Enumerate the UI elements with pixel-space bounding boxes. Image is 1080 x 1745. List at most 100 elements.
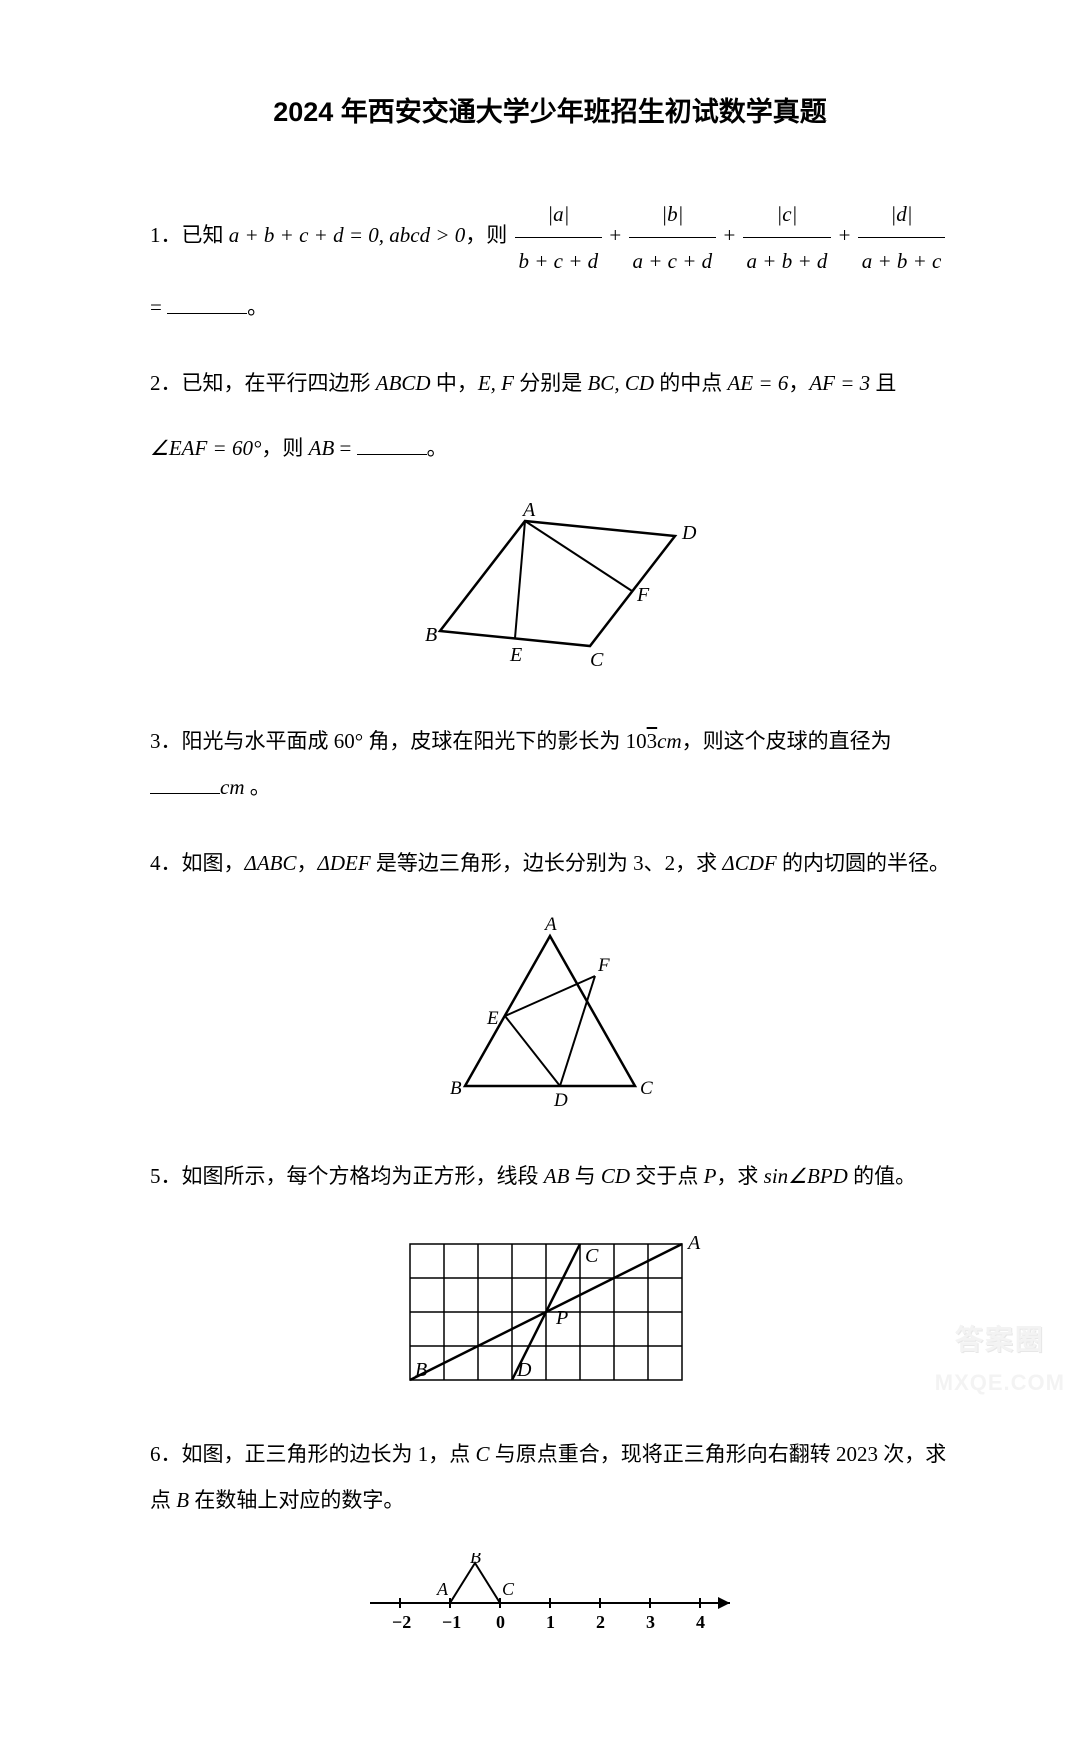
tick-label: 0 [496,1612,505,1632]
text: 如图所示，每个方格均为正方形，线段 [182,1164,544,1188]
period: 。 [247,295,268,319]
text: 角，皮球在阳光下的影长为 [363,729,626,753]
line-DE [505,1016,560,1086]
figure-6: −2 −1 0 1 2 3 4 A B C [150,1553,950,1655]
problem-number: 3． [150,729,182,753]
label-C: C [502,1579,515,1599]
numerator: |a| [515,191,603,238]
label-A: A [436,1579,449,1599]
label-D: D [553,1090,568,1111]
label-F: F [636,584,650,606]
text: 已知 [182,223,229,247]
text: 分别是 [514,371,588,395]
text: 中， [431,371,478,395]
figure-2: A B C D E F [150,501,950,688]
problem-1: 1．已知 a + b + c + d = 0, abcd > 0，则 |a|b … [150,191,950,331]
text: 在数轴上对应的数字。 [189,1488,404,1512]
triangle [450,1563,500,1603]
plus-sign: + [609,223,621,247]
label-A: A [521,501,536,521]
fraction-2: |b|a + c + d [629,191,717,284]
math: E, F [478,371,514,395]
label-B: B [470,1553,481,1567]
text: 的中点 [654,371,728,395]
text: ，则 [465,223,512,247]
math: sin∠BPD [764,1164,848,1188]
problem-number: 6． [150,1442,182,1466]
math: CD [601,1164,630,1188]
label-C: C [590,649,604,671]
label-B: B [425,624,437,646]
label-E: E [509,644,522,666]
denominator: a + b + d [743,238,832,284]
line-AE [515,521,525,638]
answer-blank [357,434,427,455]
text: 如图，正三角形的边长为 1，点 [182,1442,476,1466]
tick-label: 2 [596,1612,605,1632]
math: ΔCDF [722,851,776,875]
label-C: C [585,1245,599,1267]
text: 如图， [182,851,245,875]
problem-number: 1． [150,223,182,247]
numerator: |b| [629,191,717,238]
watermark-bottom: MXQE.COM [935,1364,1065,1401]
problem-6: 6．如图，正三角形的边长为 1，点 C 与原点重合，现将正三角形向右翻转 202… [150,1431,950,1523]
tick-label: 4 [696,1612,705,1632]
math: AF = 3 [809,371,870,395]
problem-4: 4．如图，ΔABC，ΔDEF 是等边三角形，边长分别为 3、2，求 ΔCDF 的… [150,840,950,886]
math: P [704,1164,717,1188]
period: 。 [427,436,448,460]
denominator: a + b + c [858,238,946,284]
label-B: B [415,1359,427,1381]
text: 已知，在平行四边形 [182,371,376,395]
text: ，则 [261,436,308,460]
label-D: D [681,522,697,544]
problem-3: 3．阳光与水平面成 60° 角，皮球在阳光下的影长为 103cm，则这个皮球的直… [150,718,950,810]
text: 是等边三角形，边长分别为 3、2，求 [371,851,723,875]
label-A: A [543,916,557,935]
arrow-head [718,1597,730,1609]
math: ∠EAF = 60° [150,436,261,460]
unit: cm [220,775,245,799]
fraction-1: |a|b + c + d [515,191,603,284]
math: AB [309,436,335,460]
math: ΔABC [245,851,297,875]
line-FD [560,976,595,1086]
label-D: D [516,1359,532,1381]
math: AE = 6 [728,371,789,395]
tick-label: 1 [546,1612,555,1632]
text: 的内切圆的半径。 [777,851,950,875]
number-line-diagram: −2 −1 0 1 2 3 4 A B C [350,1553,750,1643]
grid-diagram: A B C D P [380,1229,720,1389]
watermark: 答案圈 MXQE.COM [935,1316,1065,1401]
math: B [176,1488,189,1512]
figure-5: A B C D P [150,1229,950,1401]
problem-2: 2．已知，在平行四边形 ABCD 中，E, F 分别是 BC, CD 的中点 A… [150,360,950,470]
math: C [476,1442,490,1466]
math: ΔDEF [318,851,371,875]
answer-blank [167,293,247,314]
problem-number: 2． [150,371,182,395]
label-C: C [640,1078,653,1099]
text: ，求 [716,1164,763,1188]
numerator: |c| [743,191,832,238]
fraction-4: |d|a + b + c [858,191,946,284]
problem-number: 5． [150,1164,182,1188]
math: 103 [626,729,658,753]
numerator: |d| [858,191,946,238]
denominator: a + c + d [629,238,717,284]
label-B: B [450,1078,462,1099]
label-P: P [555,1307,568,1329]
text: ，则这个皮球的直径为 [682,729,892,753]
text: ， [788,371,809,395]
line-EF [505,976,595,1016]
problem-number: 4． [150,851,182,875]
denominator: b + c + d [515,238,603,284]
tick-label: −2 [392,1612,411,1632]
label-E: E [486,1008,499,1029]
math: ABCD [376,371,431,395]
equals-sign: = [334,436,356,460]
equals-sign: = [150,295,162,319]
line-AF [525,521,632,591]
text: 阳光与水平面成 [182,729,334,753]
